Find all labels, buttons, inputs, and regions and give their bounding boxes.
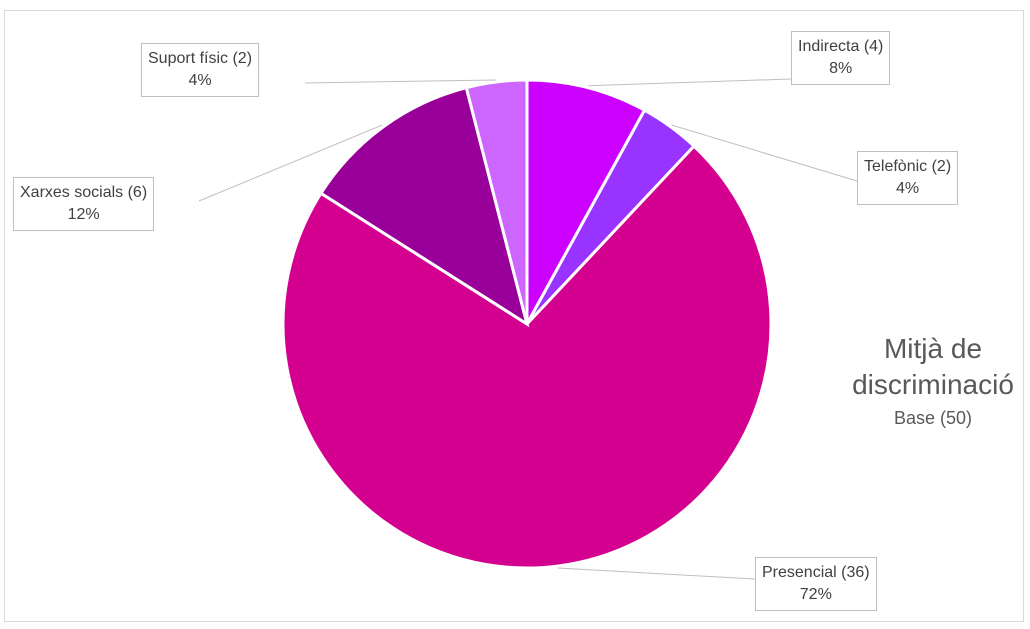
- leader-line-presencial: [557, 567, 756, 580]
- slice-label-telefonic: Telefònic (2): [864, 158, 952, 175]
- data-label-suport-fisic: Suport físic (2) 4%: [141, 43, 260, 97]
- data-label-xarxes-socials: Xarxes socials (6) 12%: [13, 177, 155, 231]
- leader-line-suport-f-sic: [304, 79, 497, 84]
- chart-title: Mitjà de discriminació Base (50): [833, 331, 1030, 431]
- slice-percent-suport-fisic: 4%: [188, 72, 212, 89]
- pie-slice-suport-f-sic: [464, 78, 529, 325]
- pie-slice-presencial: [281, 144, 773, 570]
- chart-title-line-2: discriminació: [852, 369, 1014, 400]
- slice-percent-telefonic: 4%: [896, 180, 920, 197]
- leader-line-indirecta: [588, 78, 792, 87]
- pie-slices: [281, 78, 773, 570]
- slice-label-presencial: Presencial (36): [762, 564, 870, 581]
- slice-label-suport-fisic: Suport físic (2): [148, 50, 253, 67]
- slice-label-xarxes-socials: Xarxes socials (6): [20, 184, 148, 201]
- leader-line-xarxes-socials: [198, 124, 383, 202]
- chart-subtitle: Base (50): [893, 408, 973, 428]
- data-label-indirecta: Indirecta (4) 8%: [791, 31, 891, 85]
- leader-lines: [198, 78, 858, 580]
- data-label-presencial: Presencial (36) 72%: [755, 557, 877, 611]
- slice-percent-indirecta: 8%: [829, 60, 853, 77]
- slice-label-indirecta: Indirecta (4): [798, 38, 884, 55]
- chart-area: Indirecta (4) 8% Telefònic (2) 4% Presen…: [4, 10, 1024, 622]
- pie-slice-xarxes-socials: [318, 85, 530, 328]
- slice-percent-xarxes-socials: 12%: [67, 206, 100, 223]
- data-label-telefonic: Telefònic (2) 4%: [857, 151, 959, 205]
- slice-percent-presencial: 72%: [799, 586, 832, 603]
- pie-chart: [198, 78, 858, 580]
- chart-title-line-1: Mitjà de: [883, 333, 983, 364]
- pie-slice-indirecta: [525, 78, 647, 325]
- leader-line-telef-nic: [671, 124, 858, 182]
